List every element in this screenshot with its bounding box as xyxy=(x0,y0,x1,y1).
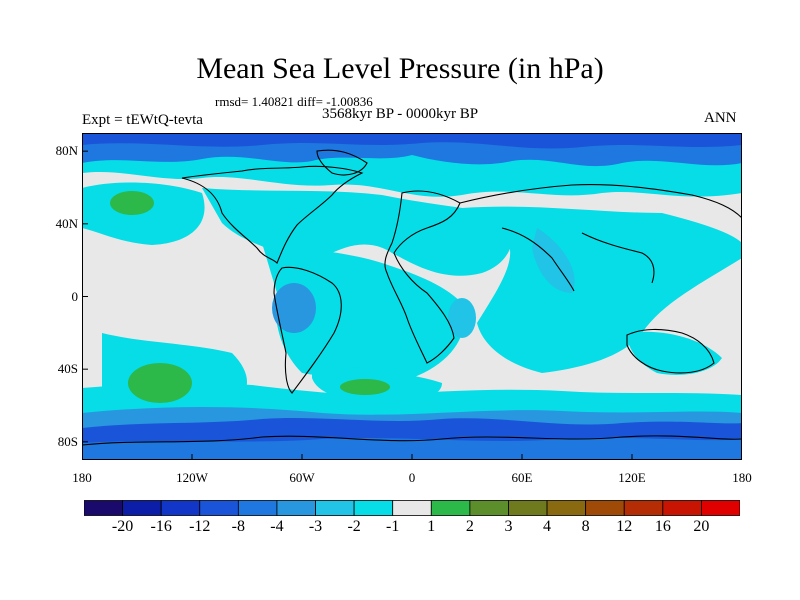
tropical-atlantic-cyan xyxy=(262,243,465,381)
colorbar-box xyxy=(276,500,316,516)
colorbar-label: -1 xyxy=(386,518,400,535)
colorbar-box xyxy=(623,500,664,516)
colorbar-label: -3 xyxy=(308,518,323,535)
colorbar-box xyxy=(546,500,587,516)
period-label: 3568kyr BP - 0000kyr BP xyxy=(322,106,479,122)
colorbar-box xyxy=(392,500,432,516)
coast-south-america xyxy=(273,266,342,394)
colorbar-boxes xyxy=(84,500,740,516)
colorbar-label: 3 xyxy=(504,518,513,535)
antarctic-band xyxy=(82,437,742,460)
colorbar-box xyxy=(353,500,394,516)
colorbar-box xyxy=(84,500,123,516)
colorbar-label: 16 xyxy=(654,518,671,535)
australia-cyan xyxy=(627,331,722,375)
tick-marks xyxy=(82,150,742,460)
lat-tick-label: 0 xyxy=(71,288,79,304)
pressure-map xyxy=(82,133,742,460)
africa-low xyxy=(448,298,476,338)
lon-tick-label: 60W xyxy=(289,470,315,485)
stats-label: rmsd= 1.40821 diff= -1.00836 xyxy=(215,94,373,109)
lat-tick-label: 40S xyxy=(57,361,78,377)
south-america-low xyxy=(272,283,316,333)
lat-tick-label: 80N xyxy=(55,143,78,159)
lat-tick-label: 40N xyxy=(55,215,78,231)
coast-antarctica xyxy=(82,435,742,446)
lon-tick-label: 60E xyxy=(511,470,533,485)
colorbar xyxy=(84,500,740,516)
lon-tick-label: 0 xyxy=(408,470,416,485)
indian-ocean-cyan xyxy=(462,206,742,373)
colorbar-box xyxy=(469,500,509,516)
colorbar-label: 2 xyxy=(465,518,474,535)
colorbar-label: -4 xyxy=(270,518,284,535)
lon-tick-label: 120W xyxy=(176,470,208,485)
colorbar-box xyxy=(160,500,201,516)
coast-europe-africa xyxy=(384,190,461,364)
colorbar-box xyxy=(585,500,625,516)
colorbar-label: -2 xyxy=(347,518,361,535)
colorbar-label: 1 xyxy=(427,518,436,535)
south-atlantic-high xyxy=(340,379,390,395)
north-pacific-high xyxy=(110,191,154,215)
colorbar-label: 4 xyxy=(543,518,552,535)
lon-tick-label: 120E xyxy=(618,470,646,485)
colorbar-label: -8 xyxy=(231,518,245,535)
colorbar-box xyxy=(199,500,239,516)
colorbar-box xyxy=(508,500,548,516)
lon-tick-label: 180 xyxy=(72,470,92,485)
coast-asia xyxy=(459,184,742,292)
colorbar-label: -16 xyxy=(150,518,172,535)
north-atlantic-cyan xyxy=(202,188,513,276)
colorbar-label: 8 xyxy=(581,518,590,535)
colorbar-label: -20 xyxy=(111,518,134,535)
season-label: ANN xyxy=(704,110,737,126)
colorbar-label: 12 xyxy=(616,518,633,535)
lat-tick-label: 80S xyxy=(57,433,78,449)
colorbar-label: 20 xyxy=(693,518,710,535)
colorbar-box xyxy=(662,500,702,516)
experiment-label: Expt = tEWtQ-tevta xyxy=(82,112,203,128)
colorbar-box xyxy=(701,500,740,516)
colorbar-box xyxy=(430,500,471,516)
arctic-deep xyxy=(82,133,742,149)
colorbar-label: -12 xyxy=(189,518,211,535)
coast-north-america xyxy=(181,165,364,264)
map-title: Mean Sea Level Pressure (in hPa) xyxy=(196,52,604,85)
south-pacific-high xyxy=(128,363,192,403)
colorbar-box xyxy=(237,500,278,516)
colorbar-box xyxy=(315,500,355,516)
coastlines xyxy=(82,149,742,446)
coast-greenland xyxy=(316,149,368,176)
coast-australia xyxy=(626,328,715,374)
lon-tick-label: 180 xyxy=(732,470,752,485)
colorbar-box xyxy=(122,500,162,516)
